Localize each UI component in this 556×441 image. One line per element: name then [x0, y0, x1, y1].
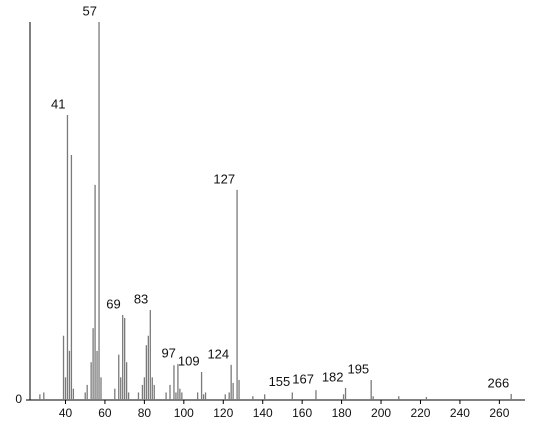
peak-label: 124	[207, 346, 229, 361]
peak-label: 109	[178, 353, 200, 368]
x-tick-label: 40	[59, 406, 73, 420]
x-tick-label: 140	[253, 406, 273, 420]
peak-label: 155	[269, 374, 291, 389]
x-tick-label: 200	[371, 406, 391, 420]
x-tick-label: 100	[174, 406, 194, 420]
x-tick-label: 160	[292, 406, 312, 420]
peak-label: 41	[51, 96, 65, 111]
peak-label: 266	[487, 375, 509, 390]
peak-label: 167	[292, 372, 314, 387]
peak-label: 57	[83, 3, 97, 18]
x-tick-label: 180	[332, 406, 352, 420]
peak-label: 83	[134, 291, 148, 306]
x-tick-label: 240	[450, 406, 470, 420]
x-tick-label: 80	[138, 406, 152, 420]
peak-label: 69	[106, 296, 120, 311]
y-tick-label: 0	[15, 392, 22, 406]
peak-label: 127	[213, 171, 235, 186]
peak-label: 97	[161, 346, 175, 361]
peak-label: 182	[322, 369, 344, 384]
peak-label: 195	[347, 361, 369, 376]
x-tick-label: 120	[213, 406, 233, 420]
x-tick-label: 260	[489, 406, 509, 420]
x-tick-label: 60	[98, 406, 112, 420]
x-tick-label: 220	[410, 406, 430, 420]
